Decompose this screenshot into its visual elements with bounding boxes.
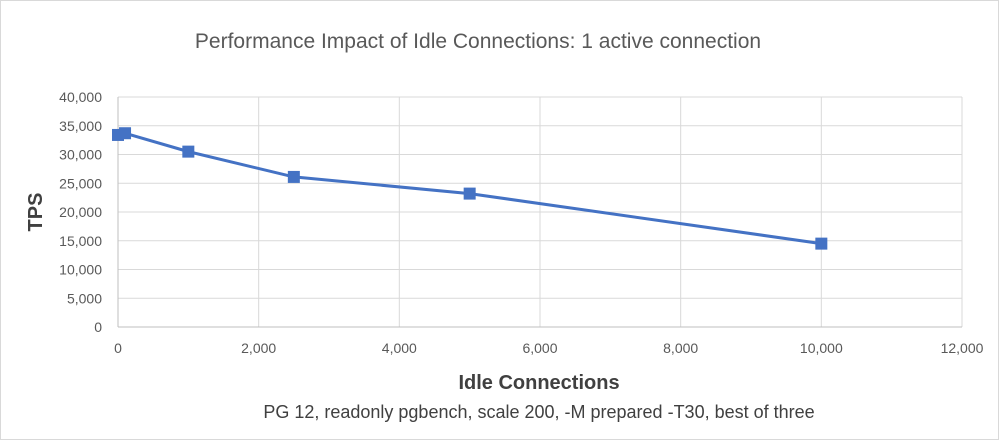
x-tick-label: 2,000	[241, 340, 276, 356]
y-tick-label: 15,000	[59, 233, 102, 249]
data-point	[119, 127, 132, 140]
x-tick-label: 12,000	[941, 340, 984, 356]
x-tick-label: 8,000	[663, 340, 698, 356]
series-group	[112, 127, 828, 250]
x-tick-label: 4,000	[382, 340, 417, 356]
y-tick-label: 10,000	[59, 262, 102, 278]
x-axis-label: Idle Connections	[458, 372, 619, 394]
data-point	[815, 237, 828, 250]
data-point	[287, 170, 300, 183]
y-tick-label: 25,000	[59, 175, 102, 191]
x-axis-ticks: 0 2,000 4,000 6,000 8,000 10,000 12,000	[114, 340, 984, 356]
x-tick-label: 10,000	[800, 340, 843, 356]
y-tick-label: 5,000	[67, 290, 102, 306]
y-tick-label: 40,000	[59, 89, 102, 105]
x-tick-label: 6,000	[522, 340, 557, 356]
chart-subtitle: PG 12, readonly pgbench, scale 200, -M p…	[263, 402, 814, 422]
gridlines	[118, 96, 963, 327]
y-tick-label: 35,000	[59, 118, 102, 134]
y-axis-ticks: 0 5,000 10,000 15,000 20,000 25,000 30,000 35,0…	[59, 89, 102, 335]
data-point	[463, 187, 476, 200]
y-tick-label: 30,000	[59, 147, 102, 163]
chart-title: Performance Impact of Idle Connections: …	[195, 30, 761, 53]
x-tick-label: 0	[114, 340, 122, 356]
y-tick-label: 20,000	[59, 204, 102, 220]
data-point	[182, 145, 195, 158]
y-axis-label: TPS	[25, 193, 47, 232]
y-tick-label: 0	[94, 319, 102, 335]
